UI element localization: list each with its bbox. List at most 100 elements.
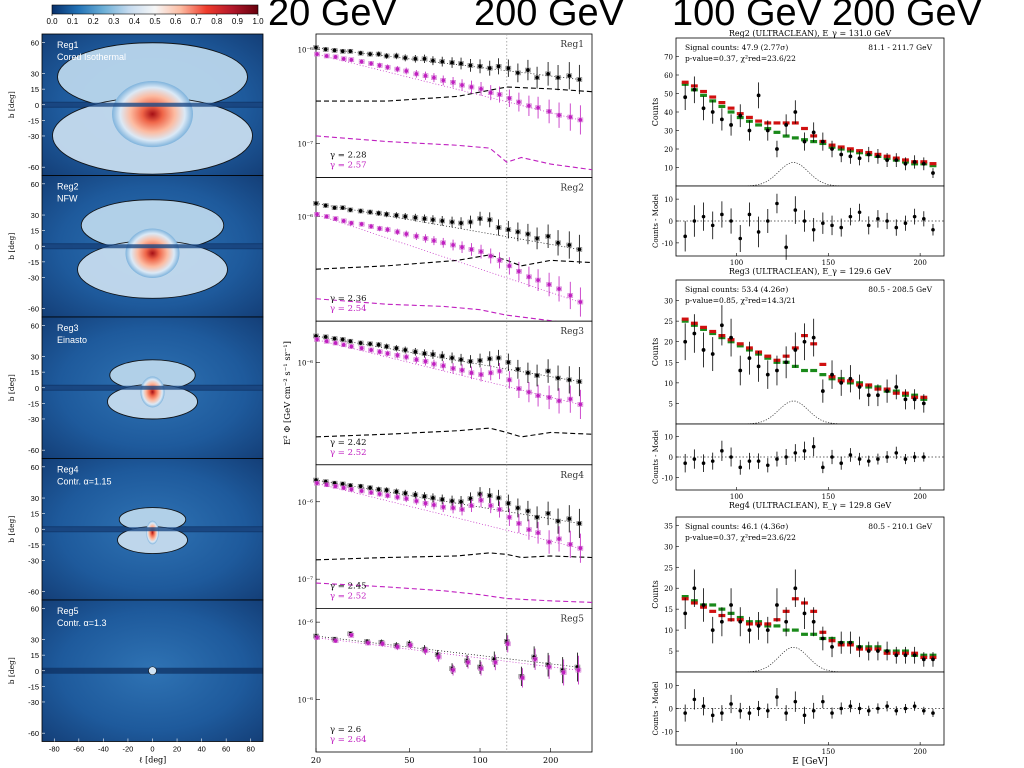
- fit-resid-point: [720, 212, 724, 217]
- spectrum-syst-box: [458, 220, 464, 226]
- fit-count-point: [848, 376, 853, 381]
- fit-resid-point: [747, 711, 752, 715]
- spectrum-syst-box: [348, 487, 355, 492]
- spectrum-syst-box: [495, 225, 502, 230]
- spectrum-point-black: [468, 63, 473, 68]
- fit-count-point: [729, 335, 733, 340]
- fit-resid-ytick-label: 0: [669, 706, 673, 714]
- fit-signal-counts: Signal counts: 47.9 (2.77σ): [685, 43, 788, 52]
- fit-count-point: [683, 339, 688, 344]
- fit-count-point: [738, 619, 743, 624]
- spectrum-point-magenta: [488, 254, 493, 258]
- fit-resid-ytick-label: 0: [669, 218, 673, 226]
- map-ytick-label: 60: [31, 321, 39, 330]
- spectrum-syst-box: [535, 393, 541, 398]
- spectrum-point-magenta: [479, 249, 483, 254]
- fit-ylabel-resid: Counts - Model: [652, 429, 660, 484]
- spectrum-syst-box: [468, 503, 475, 508]
- spectrum-point-black: [496, 356, 501, 360]
- spectrum-syst-box: [413, 498, 420, 504]
- spectrum-point-magenta: [366, 641, 370, 645]
- spectrum-syst-box: [535, 277, 541, 283]
- fit-ylabel-counts: Counts: [651, 338, 660, 367]
- spectrum-point-magenta: [315, 481, 319, 486]
- spectrum-point-black: [546, 369, 550, 373]
- fit-resid-point: [857, 706, 862, 711]
- spectrum-point-black: [340, 205, 345, 210]
- spectrum-syst-box: [383, 344, 390, 349]
- galactic-plane-core: [42, 385, 263, 390]
- fit-resid-point: [885, 219, 889, 223]
- spectrum-syst-box: [403, 496, 410, 501]
- map-xtick-label: -20: [123, 745, 134, 754]
- spectrum-syst-box: [430, 352, 436, 357]
- spectrum-panel-reg3: Reg3 10⁻⁶ γ = 2.42γ = 2.52: [298, 320, 593, 466]
- fit-line-profile: [736, 400, 847, 425]
- spectrum-syst-box: [478, 86, 484, 92]
- spectrum-point-black: [332, 48, 337, 53]
- fit-count-point: [903, 161, 908, 166]
- fit-resid-point: [830, 711, 834, 715]
- spectrum-panel-reg2: Reg2 10⁻⁶ γ = 2.36γ = 2.54: [298, 177, 593, 327]
- spectrum-syst-box: [431, 502, 437, 508]
- spectrum-point-magenta: [404, 69, 409, 73]
- fit-count-point: [820, 139, 825, 144]
- fit-ytick-label: 25: [664, 564, 673, 572]
- fit-resid-point: [683, 711, 687, 715]
- spectrum-syst-box: [384, 351, 391, 356]
- spectrum-syst-box: [516, 99, 522, 105]
- spectrum-point-black: [450, 60, 454, 65]
- fit-count-point: [839, 640, 844, 645]
- fit-ytick-label: 20: [664, 339, 673, 347]
- fit-count-point: [701, 348, 706, 352]
- spectrum-syst-box: [478, 666, 484, 671]
- fit-resid-point: [720, 449, 724, 453]
- fit-resid-point: [756, 459, 761, 463]
- fit-count-point: [756, 624, 761, 628]
- spectrum-model-dashed: [315, 552, 593, 561]
- spectrum-point-black: [516, 71, 520, 75]
- fit-xtick-label: 150: [822, 259, 835, 267]
- fit-resid-point: [729, 455, 733, 459]
- spectrum-syst-box: [347, 207, 354, 213]
- spectrum-point-black: [314, 334, 318, 338]
- map-ytick-label: -15: [28, 258, 39, 267]
- map-xtick-label: 40: [197, 745, 205, 754]
- spectrum-point-black: [567, 243, 572, 247]
- fit-count-point: [894, 653, 899, 658]
- spectrum-point-black: [487, 217, 492, 222]
- spectrum-trend-dotted: [315, 482, 580, 549]
- spectrum-point-magenta: [423, 359, 428, 364]
- spectrum-point-black: [535, 373, 539, 378]
- map-ytick-label: 15: [31, 651, 39, 660]
- fit-resid-point: [784, 455, 788, 459]
- fit-count-point: [866, 649, 871, 653]
- spectrum-syst-box: [575, 667, 582, 673]
- spectrum-point-black: [487, 356, 492, 361]
- spectrum-syst-box: [546, 664, 552, 670]
- fit-ytick-label: 10: [664, 627, 673, 635]
- fit-ytick-label: 5: [669, 648, 673, 656]
- spectrum-point-magenta: [432, 502, 436, 507]
- spectrum-syst-box: [368, 490, 374, 495]
- fit-ytick-label: 5: [669, 400, 673, 408]
- fit-resid-point: [830, 455, 834, 459]
- fit-resid-point: [931, 711, 935, 715]
- fit-count-point: [793, 110, 798, 114]
- fit-ytick-label: 15: [664, 606, 673, 614]
- spectrum-gamma-label: γ = 2.6: [330, 725, 361, 735]
- colorbar: 0.0 0.1 0.2 0.3 0.4 0.5 0.6 0.7 0.8 0.9 1.0: [46, 4, 264, 26]
- spectrum-point-black: [546, 71, 550, 76]
- spectrum-point-black: [422, 56, 427, 61]
- fit-count-point: [784, 360, 789, 365]
- spectrum-point-black: [376, 487, 381, 492]
- spectrum-syst-box: [525, 67, 531, 73]
- spectrum-point-magenta: [432, 75, 436, 80]
- map-ylabel: b [deg]: [7, 374, 16, 401]
- spectrum-syst-box: [384, 227, 391, 232]
- fit-resid-point: [701, 704, 706, 709]
- spectrum-point-black: [450, 356, 454, 360]
- fit-resid-point: [793, 451, 798, 455]
- spectrum-syst-box: [367, 485, 373, 491]
